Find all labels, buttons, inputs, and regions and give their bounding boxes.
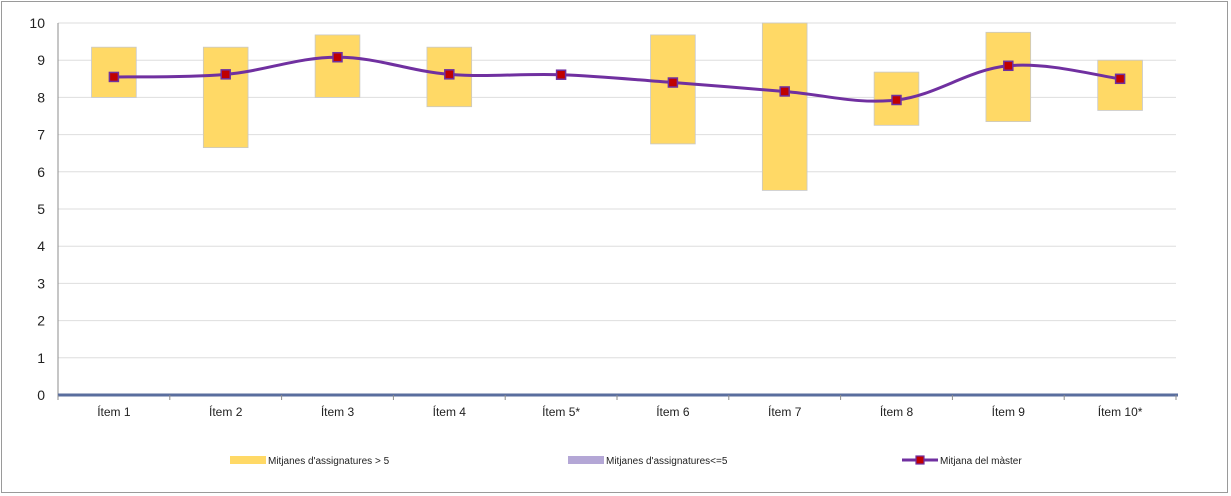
range-bar: [202, 46, 249, 149]
legend-swatch: [568, 456, 604, 464]
y-tick-label: 4: [37, 238, 45, 254]
series-marker: [779, 86, 790, 97]
x-tick-label: Ítem 10*: [1098, 404, 1143, 419]
x-tick-label: Ítem 3: [321, 404, 355, 419]
y-tick-label: 9: [37, 52, 45, 68]
y-tick-label: 6: [37, 164, 45, 180]
legend-swatch: [230, 456, 266, 464]
y-tick-label: 8: [37, 89, 45, 105]
y-tick-label: 3: [37, 275, 45, 291]
legend: Mitjanes d'assignatures > 5 Mitjanes d'as…: [230, 455, 1022, 467]
y-tick-label: 1: [37, 350, 45, 366]
y-tick-label: 7: [37, 127, 45, 143]
series-marker: [555, 69, 567, 80]
range-bars: [91, 22, 1143, 191]
x-tick-label: Ítem 4: [433, 404, 467, 419]
x-tick-label: Ítem 9: [992, 404, 1026, 419]
series-line-layer: [108, 51, 1126, 106]
series-marker: [1003, 60, 1014, 72]
y-tick-label: 10: [29, 15, 45, 31]
series-marker: [891, 94, 902, 106]
range-bar: [650, 34, 696, 145]
y-tick-label: 0: [37, 387, 45, 403]
range-bar: [314, 34, 361, 98]
legend-label: Mitjanes d'assignatures > 5: [268, 456, 390, 467]
range-bar: [985, 31, 1032, 122]
series-marker: [108, 71, 120, 83]
legend-label: Mitjanes d'assignatures<=5: [606, 456, 728, 467]
x-tick-label: Ítem 7: [768, 404, 802, 419]
series-marker: [220, 69, 231, 80]
x-tick-label: Ítem 2: [209, 404, 243, 419]
series-marker: [444, 69, 455, 80]
range-bar: [761, 22, 808, 191]
range-bar: [1097, 59, 1143, 111]
x-tick-label: Ítem 6: [656, 404, 690, 419]
x-tick-label: Ítem 5*: [542, 404, 580, 419]
legend-marker: [915, 455, 925, 465]
x-tick-label: Ítem 1: [97, 404, 131, 419]
series-marker: [667, 77, 679, 88]
series-line: [113, 55, 1121, 103]
series-marker: [1114, 73, 1126, 85]
y-tick-label: 5: [37, 201, 45, 217]
series-marker: [332, 51, 343, 63]
y-tick-label: 2: [37, 313, 45, 329]
axes: 0 1 2 3 4 5 6 7 8 9 10 Ítem 1 Ítem 2 Ítem 3 Ítem 4 Ítem…: [29, 15, 1178, 419]
legend-label: Mitjana del màster: [940, 456, 1022, 467]
x-tick-label: Ítem 8: [880, 404, 914, 419]
